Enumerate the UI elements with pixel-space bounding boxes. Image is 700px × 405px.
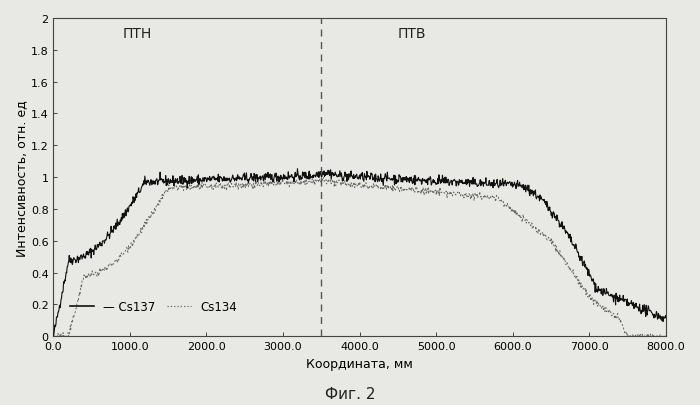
Cs137	[293, 167, 302, 172]
Cs137	[130, 195, 139, 200]
Line: Cs137: Cs137	[53, 169, 666, 335]
Cs137	[153, 177, 161, 182]
Cs134	[385, 186, 393, 191]
Cs134	[315, 179, 323, 184]
Line: Cs134: Cs134	[53, 178, 666, 337]
Cs137	[662, 313, 670, 318]
Text: ПТВ: ПТВ	[398, 27, 426, 41]
Cs137	[384, 177, 393, 181]
Cs134	[49, 334, 57, 339]
Text: ПТН: ПТН	[122, 27, 151, 41]
Legend: — Cs137, Cs134: — Cs137, Cs134	[65, 296, 242, 318]
Cs134	[372, 183, 380, 188]
Text: Фиг. 2: Фиг. 2	[325, 386, 375, 401]
Cs137	[256, 177, 264, 182]
X-axis label: Координата, мм: Координата, мм	[306, 357, 413, 370]
Cs137	[49, 333, 57, 338]
Cs134	[319, 175, 328, 180]
Cs134	[256, 184, 265, 189]
Cs137	[315, 170, 323, 175]
Cs134	[131, 237, 139, 242]
Y-axis label: Интенсивность, отн. ед: Интенсивность, отн. ед	[15, 100, 28, 256]
Cs134	[153, 203, 161, 208]
Cs134	[50, 334, 58, 339]
Cs134	[662, 334, 670, 339]
Cs137	[372, 172, 380, 177]
